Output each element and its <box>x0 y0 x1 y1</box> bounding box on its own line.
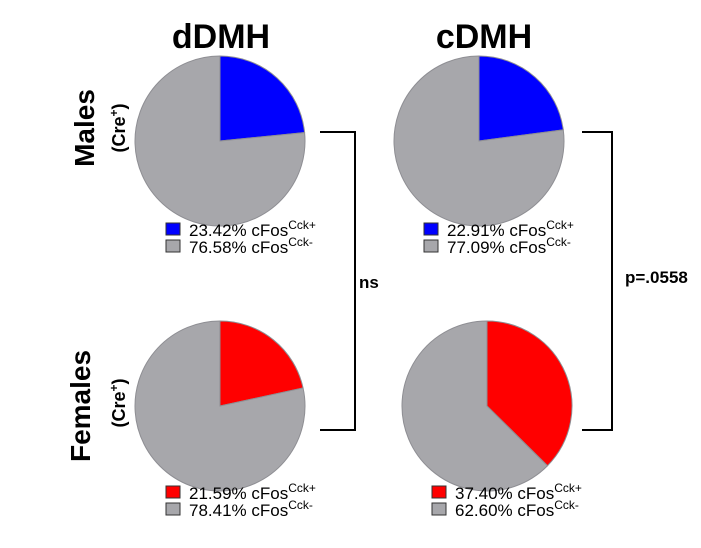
legend-swatch-males-ddmh-0 <box>165 222 181 236</box>
legend-swatch-males-cdmh-1 <box>423 239 439 253</box>
bracket-ddmh <box>320 131 356 431</box>
pie-slice-females-ddmh-cck-neg <box>134 320 306 492</box>
legend-label-females-ddmh-1: 78.41% cFosCck- <box>189 498 313 520</box>
legend-swatch-males-cdmh-0 <box>423 222 439 236</box>
pie-slice-females-cdmh-cck-neg <box>401 320 549 492</box>
pie-slice-males-ddmh-cck-neg <box>134 55 306 227</box>
row-subtitle-males: (Cre+) <box>107 103 129 152</box>
column-title-ddmh: dDMH <box>172 18 270 56</box>
row-title-males: Males <box>69 89 100 167</box>
row-subtitle-males-base: (Cre <box>109 117 129 153</box>
pie-slice-males-cdmh-cck-pos <box>478 55 564 142</box>
pie-slice-females-ddmh-cck-pos <box>219 320 304 407</box>
bracket-cdmh <box>582 131 613 431</box>
row-subtitle-females-end: ) <box>109 378 129 384</box>
legend-label-males-ddmh-1: 76.58% cFosCck- <box>189 235 313 257</box>
row-subtitle-females-sup: + <box>107 384 121 391</box>
legend-label-males-cdmh-0: 22.91% cFosCck+ <box>447 218 574 240</box>
legend-swatch-females-ddmh-0 <box>165 485 181 499</box>
legend-label-females-ddmh-0: 21.59% cFosCck+ <box>189 481 316 503</box>
legend-swatch-females-cdmh-0 <box>431 485 447 499</box>
pies-group <box>134 55 573 492</box>
legend-label-males-cdmh-1: 77.09% cFosCck- <box>447 235 571 257</box>
pie-slice-males-ddmh-cck-pos <box>219 55 306 142</box>
row-title-females: Females <box>65 350 96 462</box>
row-subtitle-males-sup: + <box>107 109 121 116</box>
legend-label-females-cdmh-1: 62.60% cFosCck- <box>455 498 579 520</box>
pie-slice-females-cdmh-cck-pos <box>486 320 573 467</box>
legend-label-males-ddmh-0: 23.42% cFosCck+ <box>189 218 316 240</box>
legend-swatch-females-ddmh-1 <box>165 502 181 516</box>
column-title-cdmh: cDMH <box>436 18 532 56</box>
legend-swatch-females-cdmh-1 <box>431 502 447 516</box>
comparison-label-ddmh: ns <box>359 273 379 292</box>
legends-group: 23.42% cFosCck+76.58% cFosCck- 22.91% cFo… <box>165 218 582 520</box>
row-subtitle-females-base: (Cre <box>109 392 129 428</box>
legend-label-females-cdmh-0: 37.40% cFosCck+ <box>455 481 582 503</box>
legend-swatch-males-ddmh-1 <box>165 239 181 253</box>
row-subtitle-females: (Cre+) <box>107 378 129 427</box>
row-subtitle-males-end: ) <box>109 103 129 109</box>
pie-slice-males-cdmh-cck-neg <box>393 55 565 227</box>
comparison-label-cdmh: p=.0558 <box>625 268 688 287</box>
